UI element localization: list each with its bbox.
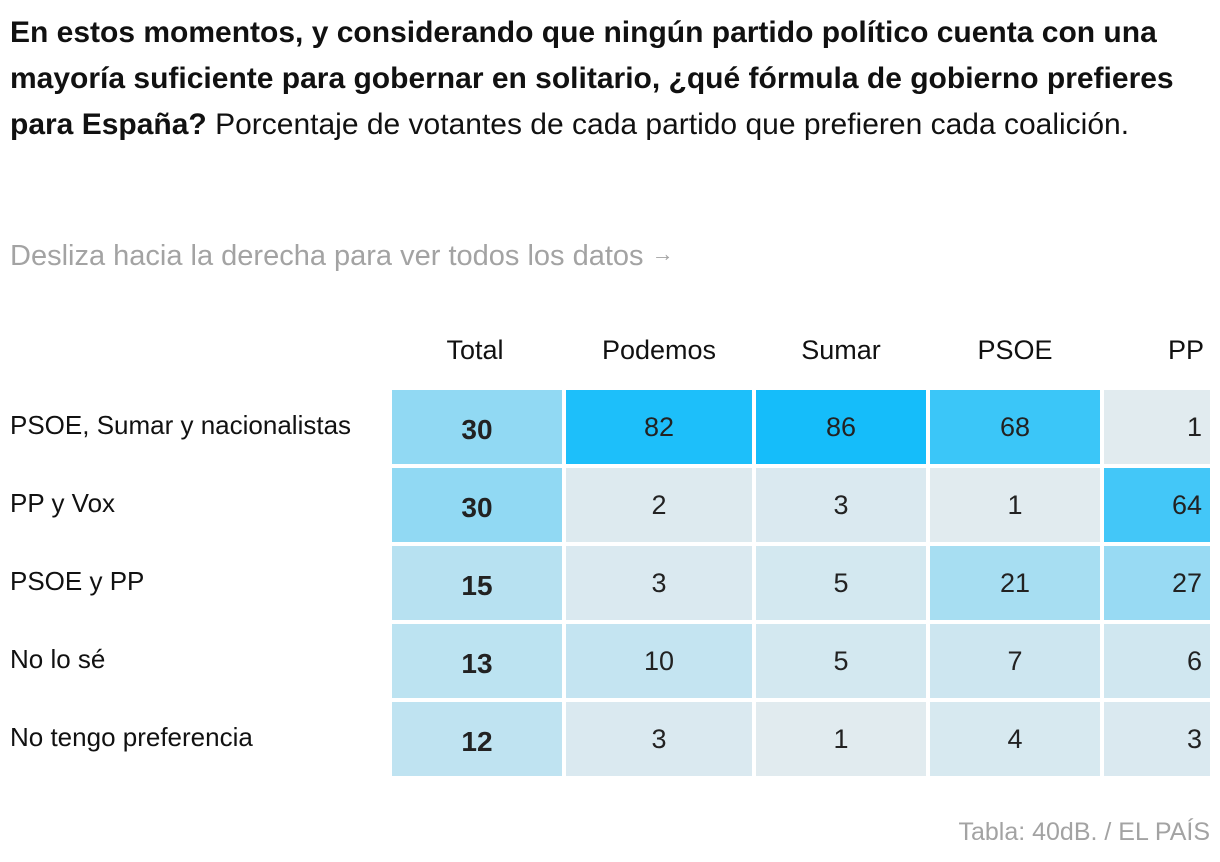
row-label-psoe-y-pp: PSOE y PP (10, 566, 145, 596)
table-cell-no-tengo-preferencia-podemos: 3 (566, 702, 752, 776)
question-text: En estos momentos, y considerando que ni… (10, 16, 1174, 141)
row-label-psoe-sumar-y-nacionalistas: PSOE, Sumar y nacionalistas (10, 410, 352, 440)
arrow-right-icon: → (651, 241, 674, 266)
source-credit: Tabla: 40dB. / EL PAÍS (958, 818, 1210, 846)
table-cell-no-tengo-preferencia-psoe: 4 (930, 702, 1100, 776)
table-cell-psoe-sumar-y-nacionalistas-sumar: 86 (756, 390, 926, 464)
scroll-hint: Desliza hacia la derecha para ver todos … (10, 236, 674, 278)
table-cell-no-lo-se-total: 13 (392, 624, 562, 698)
column-header-total: Total (446, 335, 504, 365)
table-cell-pp-y-vox-total: 30 (392, 468, 562, 542)
table-cell-pp-y-vox-pp: 64 (1104, 468, 1210, 542)
table-cell-no-tengo-preferencia-sumar: 1 (756, 702, 926, 776)
table-cell-psoe-y-pp-sumar: 5 (756, 546, 926, 620)
column-header-pp: PP (1167, 335, 1204, 365)
table-cell-pp-y-vox-podemos: 2 (566, 468, 752, 542)
table-cell-pp-y-vox-sumar: 3 (756, 468, 926, 542)
table-cell-no-lo-se-pp: 6 (1104, 624, 1210, 698)
table-cell-pp-y-vox-psoe: 1 (930, 468, 1100, 542)
chart-title: En estos momentos, y considerando que ni… (10, 10, 1215, 148)
column-header-sumar: Sumar (801, 335, 881, 365)
table-cell-psoe-y-pp-psoe: 21 (930, 546, 1100, 620)
table-cell-psoe-sumar-y-nacionalistas-pp: 1 (1104, 390, 1210, 464)
table-cell-psoe-y-pp-pp: 27 (1104, 546, 1210, 620)
row-label-no-tengo-preferencia: No tengo preferencia (10, 722, 253, 752)
table-cell-no-lo-se-sumar: 5 (756, 624, 926, 698)
subtitle-text: Porcentaje de votantes de cada partido q… (215, 108, 1130, 141)
table-cell-no-lo-se-podemos: 10 (566, 624, 752, 698)
table-cell-psoe-y-pp-podemos: 3 (566, 546, 752, 620)
column-header-psoe: PSOE (977, 335, 1053, 365)
table-cell-psoe-y-pp-total: 15 (392, 546, 562, 620)
table-cell-psoe-sumar-y-nacionalistas-psoe: 68 (930, 390, 1100, 464)
column-header-podemos: Podemos (601, 335, 717, 365)
table-cell-psoe-sumar-y-nacionalistas-total: 30 (392, 390, 562, 464)
table-cell-psoe-sumar-y-nacionalistas-podemos: 82 (566, 390, 752, 464)
table-cell-no-tengo-preferencia-pp: 3 (1104, 702, 1210, 776)
table-cell-no-lo-se-psoe: 7 (930, 624, 1100, 698)
row-label-no-lo-se: No lo sé (10, 644, 106, 674)
table-cell-no-tengo-preferencia-total: 12 (392, 702, 562, 776)
row-label-pp-y-vox: PP y Vox (10, 488, 116, 518)
scroll-hint-text: Desliza hacia la derecha para ver todos … (10, 240, 644, 272)
